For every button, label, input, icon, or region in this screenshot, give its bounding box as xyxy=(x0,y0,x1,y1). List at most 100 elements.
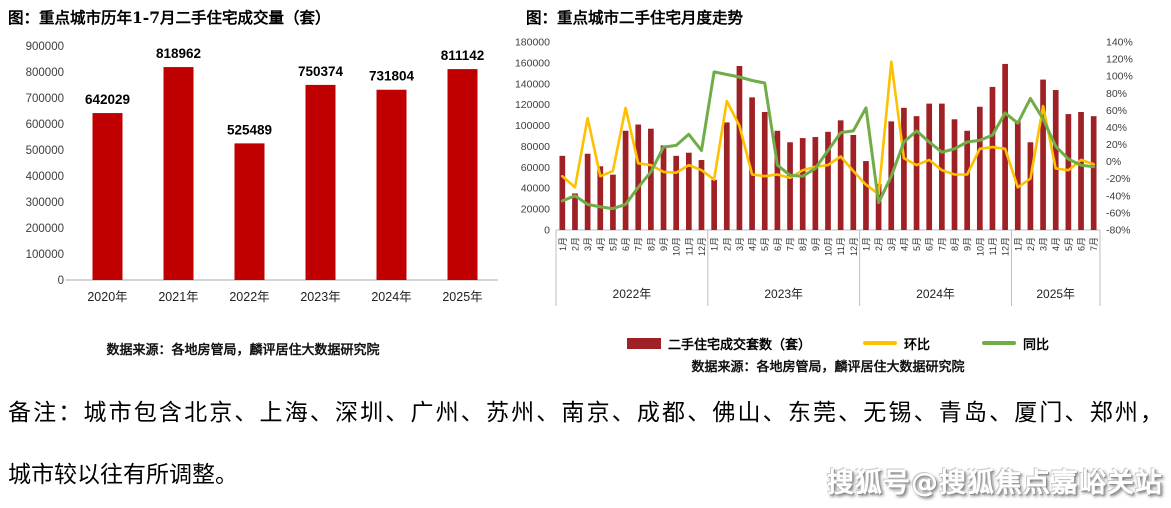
svg-text:3月: 3月 xyxy=(735,237,745,251)
watermark-text: 搜狐号@搜狐焦点嘉峪关站 xyxy=(827,468,1163,499)
svg-text:1月: 1月 xyxy=(1013,237,1023,251)
legend-item-yoy: 同比 xyxy=(982,334,1049,353)
svg-text:2023年: 2023年 xyxy=(764,287,803,301)
svg-text:600000: 600000 xyxy=(26,119,64,131)
svg-text:2月: 2月 xyxy=(722,237,732,251)
svg-text:140%: 140% xyxy=(1106,37,1133,49)
svg-text:2023年: 2023年 xyxy=(300,290,340,304)
monthly-bars xyxy=(559,63,1097,231)
monthly-bar xyxy=(584,153,591,230)
annual-bar xyxy=(92,113,123,281)
svg-text:-60%: -60% xyxy=(1106,207,1131,219)
svg-text:2024年: 2024年 xyxy=(371,290,411,304)
svg-text:2025年: 2025年 xyxy=(442,290,482,304)
svg-text:3月: 3月 xyxy=(583,237,593,251)
svg-text:7月: 7月 xyxy=(1089,237,1099,251)
svg-text:2024年: 2024年 xyxy=(916,287,955,301)
monthly-bar xyxy=(648,128,654,230)
bar-series-label: 二手住宅成交套数（套） xyxy=(667,337,811,353)
right-chart-legend: 二手住宅成交套数（套） 环比 同比 xyxy=(508,333,1168,353)
monthly-bar xyxy=(913,116,920,230)
svg-text:818962: 818962 xyxy=(156,46,201,61)
svg-text:-20%: -20% xyxy=(1106,173,1131,185)
svg-text:2022年: 2022年 xyxy=(613,287,652,301)
svg-text:8月: 8月 xyxy=(798,237,808,251)
right-chart-title: 图：重点城市二手住宅月度走势 xyxy=(526,8,744,27)
svg-text:12月: 12月 xyxy=(697,237,707,256)
svg-text:2021年: 2021年 xyxy=(158,290,198,304)
footnote-line-1: 备注：城市包含北京、上海、深圳、广州、苏州、南京、成都、佛山、东莞、无锡、青岛、… xyxy=(8,400,1163,426)
monthly-bar xyxy=(1027,142,1034,230)
svg-text:400000: 400000 xyxy=(26,171,64,183)
monthly-bar xyxy=(1078,111,1084,230)
svg-text:1月: 1月 xyxy=(861,237,871,251)
svg-text:100%: 100% xyxy=(1106,71,1133,83)
monthly-bar xyxy=(939,103,945,230)
monthly-bar xyxy=(774,130,781,230)
svg-text:100000: 100000 xyxy=(515,120,550,132)
mom-line-swatch xyxy=(862,341,897,345)
svg-text:1月: 1月 xyxy=(558,237,568,251)
yoy-line-label: 同比 xyxy=(1023,337,1050,353)
monthly-bar xyxy=(787,142,793,230)
annual-bar xyxy=(447,69,478,280)
svg-text:4月: 4月 xyxy=(748,237,758,251)
svg-text:10月: 10月 xyxy=(672,237,682,256)
svg-text:500000: 500000 xyxy=(26,145,64,157)
monthly-bar xyxy=(698,160,705,230)
svg-text:80000: 80000 xyxy=(521,141,550,153)
left-y-axis: 0 100000 200000 300000 400000 500000 600000 700… xyxy=(26,41,64,287)
svg-text:2月: 2月 xyxy=(570,237,580,251)
yoy-line xyxy=(560,70,1096,211)
svg-text:200000: 200000 xyxy=(26,223,64,235)
svg-text:5月: 5月 xyxy=(912,237,922,251)
svg-text:3月: 3月 xyxy=(887,237,897,251)
svg-text:20000: 20000 xyxy=(521,204,550,216)
annual-bars: 642029 2020年 818962 2021年 525489 2022年 750374 2… xyxy=(85,46,484,304)
left-chart-plot: 0 100000 200000 300000 400000 500000 600000 700… xyxy=(26,41,498,304)
svg-text:700000: 700000 xyxy=(26,93,64,105)
svg-text:3月: 3月 xyxy=(1039,237,1049,251)
annual-bar xyxy=(376,89,407,280)
monthly-bar xyxy=(1002,63,1008,230)
svg-text:80%: 80% xyxy=(1106,88,1127,100)
svg-text:4月: 4月 xyxy=(899,237,909,251)
svg-text:2020年: 2020年 xyxy=(87,290,127,304)
footnote-line-2: 城市较以往有所调整。 xyxy=(8,462,238,488)
svg-text:60%: 60% xyxy=(1106,105,1127,117)
monthly-bar xyxy=(989,86,996,231)
monthly-bar xyxy=(926,103,933,230)
monthly-bar xyxy=(711,179,717,230)
monthly-bar xyxy=(1090,116,1097,230)
monthly-bar xyxy=(1014,121,1021,230)
svg-text:1月: 1月 xyxy=(710,237,720,251)
svg-text:6月: 6月 xyxy=(773,237,783,251)
legend-item-bars: 二手住宅成交套数（套） xyxy=(626,334,811,353)
annual-bar-chart: 图：重点城市历年1-7月二手住宅成交量（套） 0 100000 200000 3000… xyxy=(8,6,508,358)
monthly-bar xyxy=(622,130,629,230)
left-chart-title: 图：重点城市历年1-7月二手住宅成交量（套） xyxy=(8,8,331,27)
svg-text:5月: 5月 xyxy=(1064,237,1074,251)
year-group-labels: 2022年 2023年 2024年 2025年 xyxy=(613,287,1076,301)
svg-text:180000: 180000 xyxy=(515,37,550,49)
svg-text:6月: 6月 xyxy=(621,237,631,251)
monthly-bar xyxy=(723,122,730,230)
right-right-axis: -80% -60% -40% -20% 0% 20% 40% 60% 80% 100% 120% 14… xyxy=(1106,37,1133,237)
annual-bar xyxy=(234,143,265,280)
monthly-bar xyxy=(685,152,692,230)
svg-text:4月: 4月 xyxy=(1051,237,1061,251)
monthly-bar xyxy=(799,138,806,230)
monthly-bar xyxy=(572,193,578,230)
monthly-bar xyxy=(850,134,857,230)
svg-text:0: 0 xyxy=(58,275,64,287)
year-separators xyxy=(555,230,1101,306)
svg-text:5月: 5月 xyxy=(608,237,618,251)
svg-text:7月: 7月 xyxy=(634,237,644,251)
monthly-bar xyxy=(964,130,971,230)
svg-text:5月: 5月 xyxy=(760,237,770,251)
bar-series-swatch xyxy=(626,337,661,349)
svg-text:160000: 160000 xyxy=(515,57,550,69)
svg-text:11月: 11月 xyxy=(836,237,846,255)
svg-text:11月: 11月 xyxy=(684,237,694,255)
monthly-bar xyxy=(837,120,844,230)
